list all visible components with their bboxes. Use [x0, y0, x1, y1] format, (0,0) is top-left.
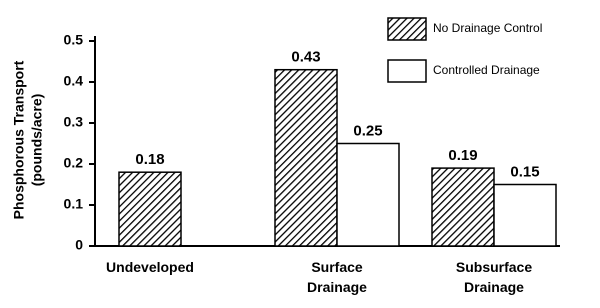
x-tick-label: Undeveloped: [106, 259, 194, 275]
value-label: 0.18: [135, 151, 164, 168]
legend-label: No Drainage Control: [433, 21, 542, 35]
x-tick-label: Surface Drainage: [307, 259, 367, 295]
bar: [274, 68, 338, 247]
y-tick-label: 0.5: [64, 32, 84, 48]
y-axis-label: (pounds/acre): [29, 94, 45, 187]
legend-label: Controlled Drainage: [433, 63, 540, 77]
bar: [118, 171, 182, 247]
bar: [493, 183, 557, 247]
legend-swatch: [387, 59, 427, 83]
x-tick-label: Subsurface Drainage: [456, 259, 532, 295]
y-tick-label: 0.4: [64, 73, 84, 89]
y-tick-label: 0: [75, 237, 83, 253]
y-tick-label: 0.1: [64, 196, 84, 212]
value-label: 0.15: [510, 163, 539, 180]
bar: [431, 167, 495, 247]
y-tick-label: 0.3: [64, 114, 84, 130]
y-tick-label: 0.2: [64, 155, 84, 171]
value-label: 0.25: [353, 122, 382, 139]
value-label: 0.19: [448, 147, 477, 164]
y-axis-label: Phosphorous Transport: [11, 60, 27, 219]
value-label: 0.43: [291, 49, 320, 66]
legend-swatch: [387, 17, 427, 41]
bar: [336, 142, 400, 247]
